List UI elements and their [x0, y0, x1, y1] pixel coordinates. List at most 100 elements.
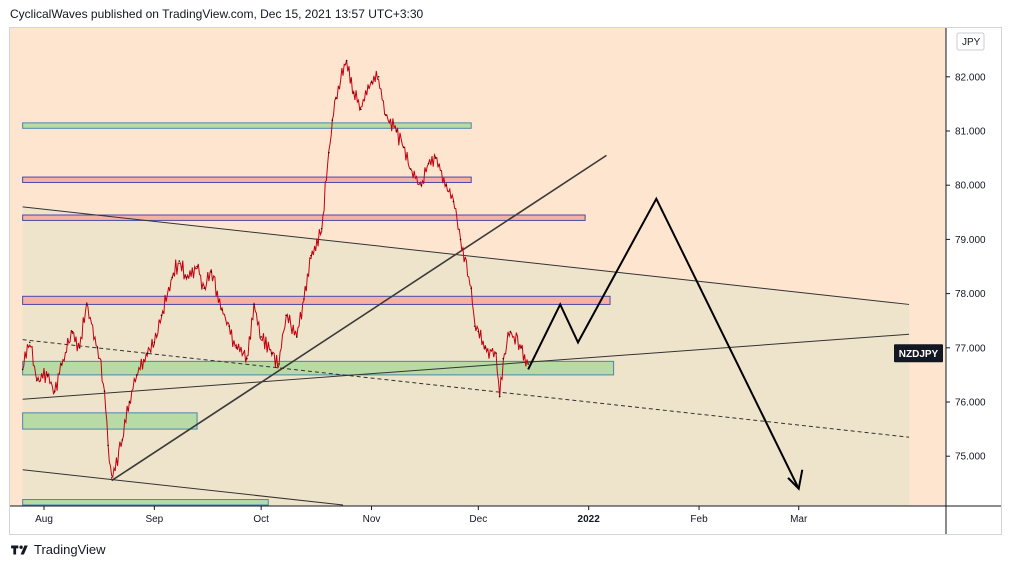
- price-point-14[interactable]: [128, 401, 131, 403]
- x-tick-label-0: Aug: [35, 514, 53, 525]
- resistance-zone-2[interactable]: [22, 214, 586, 221]
- price-point-19[interactable]: [171, 276, 173, 279]
- price-point-28[interactable]: [246, 357, 248, 360]
- price-point-11[interactable]: [107, 444, 109, 447]
- currency-label[interactable]: JPY: [962, 37, 981, 48]
- trendline-3[interactable]: [22, 339, 910, 438]
- price-point-55[interactable]: [459, 238, 462, 241]
- publish-header: CyclicalWaves published on TradingView.c…: [10, 7, 424, 21]
- price-point-53[interactable]: [445, 184, 448, 186]
- price-point-20[interactable]: [178, 260, 181, 262]
- projection-arrowhead: [787, 469, 804, 491]
- footer-brand-label: TradingView: [34, 542, 106, 557]
- price-point-2[interactable]: [36, 379, 38, 382]
- price-point-49[interactable]: [409, 168, 412, 170]
- price-point-8[interactable]: [85, 303, 88, 306]
- price-point-15[interactable]: [135, 374, 138, 376]
- price-point-50[interactable]: [420, 184, 423, 186]
- price-point-39[interactable]: [331, 119, 334, 121]
- y-tick-label-7: 82.000: [955, 72, 986, 83]
- y-tick-label-5: 80.000: [955, 181, 986, 192]
- price-point-4[interactable]: [53, 390, 56, 392]
- price-point-57[interactable]: [473, 325, 476, 327]
- price-point-7[interactable]: [78, 347, 81, 349]
- price-point-43[interactable]: [360, 108, 362, 111]
- price-point-13[interactable]: [121, 439, 124, 441]
- price-point-65[interactable]: [527, 363, 529, 365]
- price-point-27[interactable]: [235, 347, 238, 349]
- price-point-46[interactable]: [384, 113, 387, 116]
- price-point-40[interactable]: [335, 97, 337, 100]
- price-point-47[interactable]: [395, 130, 398, 132]
- price-point-59[interactable]: [484, 347, 487, 349]
- price-point-54[interactable]: [452, 200, 455, 203]
- price-point-1[interactable]: [28, 341, 31, 344]
- price-point-23[interactable]: [203, 287, 205, 289]
- price-point-48[interactable]: [402, 146, 405, 149]
- price-point-10[interactable]: [103, 390, 106, 392]
- tradingview-logo-icon: [11, 545, 28, 554]
- price-point-41[interactable]: [345, 59, 348, 62]
- price-point-21[interactable]: [185, 276, 188, 279]
- support-zone-5[interactable]: [22, 412, 198, 430]
- price-point-34[interactable]: [295, 336, 298, 338]
- x-tick-label-6: Feb: [690, 514, 708, 525]
- trendline-0[interactable]: [22, 333, 910, 400]
- y-tick-label-4: 79.000: [955, 235, 986, 246]
- price-point-24[interactable]: [210, 271, 213, 273]
- resistance-zone-1[interactable]: [22, 176, 472, 183]
- price-point-0[interactable]: [21, 368, 24, 371]
- symbol-badge[interactable]: [894, 344, 943, 363]
- resistance-zone-3[interactable]: [22, 295, 611, 305]
- price-point-35[interactable]: [303, 298, 305, 300]
- currency-badge[interactable]: [956, 32, 985, 51]
- y-tick-label-1: 76.000: [955, 398, 986, 409]
- price-point-38[interactable]: [328, 151, 330, 154]
- price-point-12[interactable]: [110, 477, 113, 479]
- price-point-63[interactable]: [509, 330, 512, 333]
- support-zone-0[interactable]: [22, 122, 472, 129]
- price-point-32[interactable]: [278, 363, 280, 365]
- price-point-37[interactable]: [320, 227, 323, 230]
- trendline-4[interactable]: [22, 469, 344, 506]
- price-point-31[interactable]: [271, 352, 273, 355]
- price-point-42[interactable]: [352, 92, 355, 94]
- support-zone-4[interactable]: [22, 360, 615, 376]
- price-point-9[interactable]: [96, 347, 99, 349]
- price-point-52[interactable]: [434, 157, 437, 159]
- price-point-61[interactable]: [498, 395, 501, 398]
- x-tick-label-2: Oct: [253, 514, 269, 525]
- price-point-30[interactable]: [260, 336, 262, 338]
- price-series-line[interactable]: [22, 60, 529, 479]
- footer-brand[interactable]: TradingView: [10, 542, 106, 557]
- projection-path[interactable]: [527, 196, 800, 490]
- price-point-60[interactable]: [495, 352, 497, 355]
- price-point-29[interactable]: [253, 303, 255, 306]
- x-tick-label-4: Dec: [469, 514, 487, 525]
- price-point-36[interactable]: [310, 254, 312, 257]
- price-point-62[interactable]: [502, 357, 505, 360]
- price-point-56[interactable]: [470, 287, 473, 289]
- trendline-2[interactable]: [111, 154, 607, 482]
- y-tick-label-6: 81.000: [955, 127, 986, 138]
- price-point-26[interactable]: [228, 325, 230, 327]
- price-point-22[interactable]: [196, 265, 198, 268]
- price-point-6[interactable]: [71, 330, 74, 333]
- trendline-1[interactable]: [22, 206, 910, 305]
- price-point-45[interactable]: [377, 76, 380, 78]
- price-point-33[interactable]: [285, 314, 287, 317]
- price-point-51[interactable]: [427, 162, 430, 165]
- price-point-17[interactable]: [153, 341, 156, 344]
- y-tick-label-2: 77.000: [955, 343, 986, 354]
- channel-shade: [22, 206, 910, 506]
- price-point-58[interactable]: [477, 330, 480, 333]
- price-point-5[interactable]: [61, 363, 63, 365]
- price-point-64[interactable]: [520, 347, 522, 349]
- price-point-44[interactable]: [370, 81, 373, 84]
- price-point-25[interactable]: [221, 309, 223, 311]
- price-point-3[interactable]: [46, 374, 49, 376]
- price-point-16[interactable]: [146, 352, 149, 355]
- price-point-18[interactable]: [160, 314, 163, 317]
- support-zone-6[interactable]: [22, 499, 269, 506]
